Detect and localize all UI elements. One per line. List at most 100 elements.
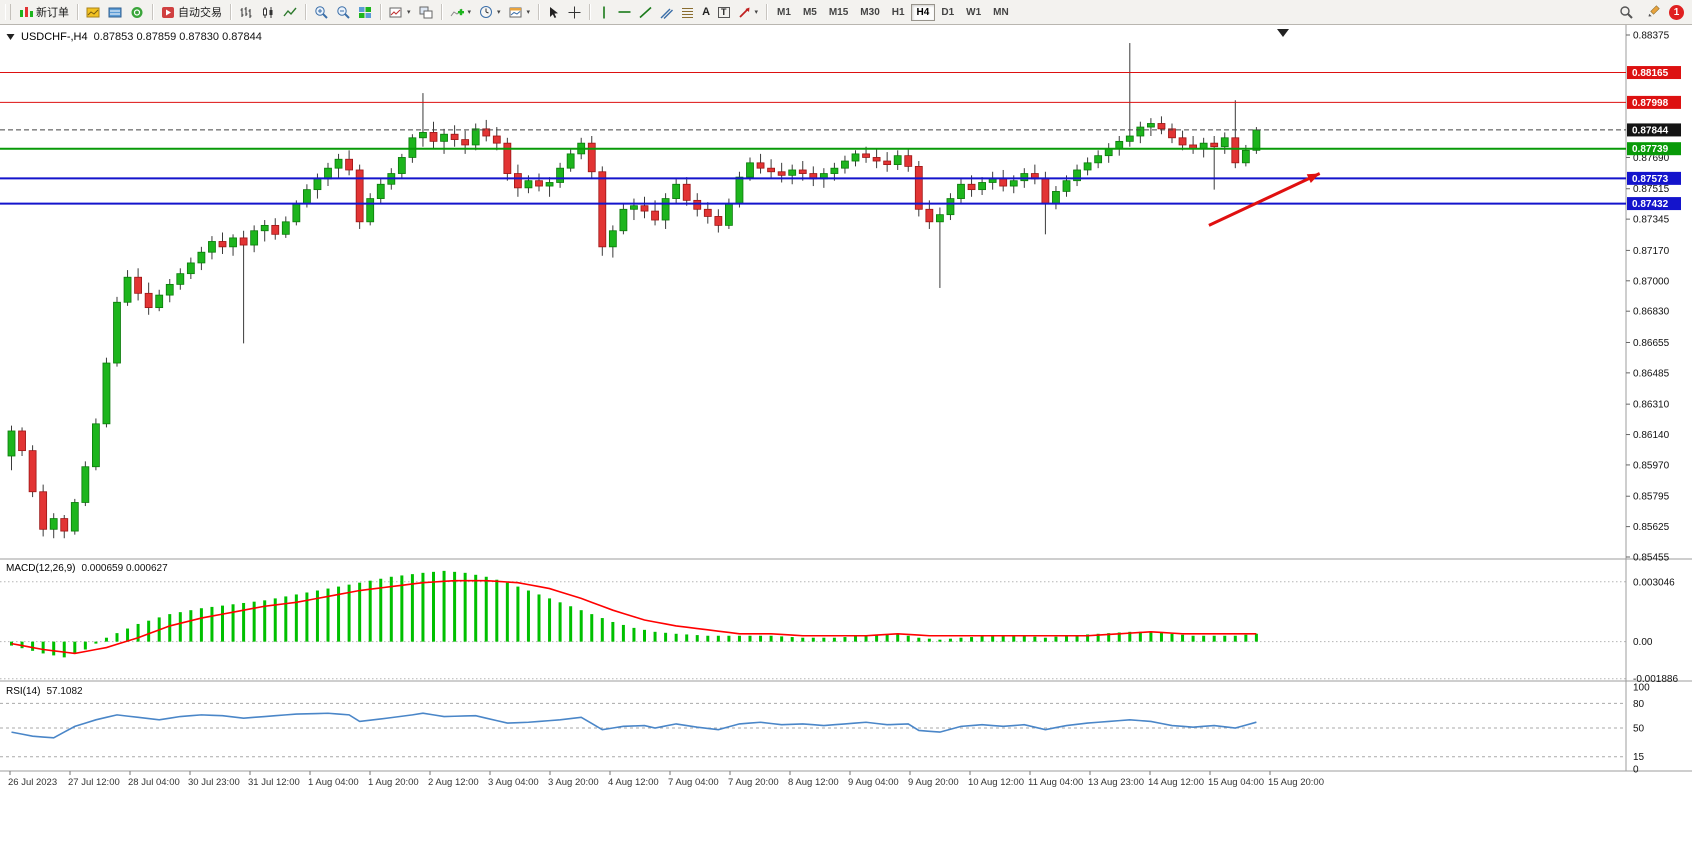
bear-candle: [777, 171, 786, 176]
timeframe-h1-button[interactable]: H1: [886, 4, 911, 21]
price-axis-label: 0.86485: [1633, 368, 1670, 379]
macd-histogram-bar: [495, 579, 499, 642]
rsi-axis-label: 15: [1633, 752, 1645, 763]
zoom-in-button[interactable]: [310, 2, 332, 22]
bull-candle: [260, 224, 269, 232]
trend-arrow-head[interactable]: [1306, 173, 1320, 184]
expand-quotes-icon[interactable]: [6, 33, 15, 41]
vertical-line-tool-button[interactable]: [594, 2, 614, 22]
cascade-windows-button[interactable]: [415, 2, 437, 22]
bear-candle: [60, 518, 69, 532]
timeframe-m1-button[interactable]: M1: [771, 4, 797, 21]
time-axis-label: 14 Aug 12:00: [1148, 777, 1204, 788]
macd-histogram-bar: [716, 635, 720, 642]
price-tag-label: 0.87739: [1632, 144, 1669, 155]
chart-canvas[interactable]: 0.88375 0.87690 0.87515 0.87345 0.87170 0.870…: [0, 25, 1692, 791]
bull-candle: [419, 132, 427, 139]
bear-candle: [651, 210, 659, 221]
dropdown-caret-icon[interactable]: ▾: [497, 8, 501, 16]
bull-candle: [81, 466, 90, 503]
macd-histogram-bar: [358, 582, 362, 642]
macd-histogram-bar: [790, 637, 794, 642]
new-order-button[interactable]: 新订单: [15, 2, 73, 22]
price-axis-label: 0.87170: [1633, 246, 1670, 257]
price-tag: [1627, 123, 1681, 137]
time-axis-label: 10 Aug 12:00: [968, 777, 1024, 788]
indicators-plus-icon: [450, 8, 464, 16]
chart-window[interactable]: 0.88375 0.87690 0.87515 0.87345 0.87170 0.870…: [0, 25, 1692, 791]
new-chart-button[interactable]: ▾: [385, 2, 415, 22]
macd-histogram-bar: [643, 629, 646, 642]
macd-values: 0.000659 0.000627: [81, 563, 168, 574]
data-window-icon: [108, 7, 122, 17]
timeframe-h4-button[interactable]: H4: [910, 3, 936, 21]
dropdown-caret-icon[interactable]: ▾: [754, 8, 759, 16]
periods-button[interactable]: ▾: [475, 2, 505, 22]
crosshair-button[interactable]: [564, 2, 585, 22]
macd-histogram-bar: [1223, 635, 1227, 642]
rsi-name: RSI(14): [6, 686, 41, 697]
toolbar-separator: [230, 4, 231, 20]
macd-histogram-bar: [1086, 634, 1090, 642]
auto-trading-button[interactable]: 自动交易: [157, 2, 226, 22]
macd-histogram-bar: [864, 635, 868, 642]
timeframe-m15-button[interactable]: M15: [823, 4, 854, 21]
bull-candle: [92, 423, 100, 468]
bull-candle: [1115, 140, 1124, 149]
macd-histogram-bar: [748, 635, 752, 642]
dropdown-caret-icon[interactable]: ▾: [526, 8, 531, 16]
bear-candle: [999, 178, 1008, 187]
macd-histogram-bar: [1170, 633, 1174, 642]
macd-histogram-bar: [1128, 631, 1132, 642]
price-axis-label: 0.86310: [1633, 400, 1670, 411]
candlestick-chart-type-button[interactable]: [257, 2, 279, 22]
timeframe-d1-button[interactable]: D1: [935, 4, 960, 21]
text-label-tool-button[interactable]: T: [714, 2, 734, 22]
macd-histogram-bar: [52, 641, 56, 656]
notification-badge[interactable]: 1: [1669, 4, 1684, 20]
macd-histogram-bar: [178, 612, 182, 642]
tile-windows-button[interactable]: [354, 2, 376, 22]
dropdown-caret-icon[interactable]: ▾: [467, 8, 472, 16]
zoom-out-button[interactable]: [332, 2, 354, 22]
chart-shift-marker[interactable]: [1277, 29, 1289, 37]
toolbar-grip[interactable]: [5, 4, 11, 20]
market-watch-button[interactable]: [82, 2, 104, 22]
dropdown-caret-icon[interactable]: ▾: [407, 8, 411, 16]
timeframe-w1-button[interactable]: W1: [960, 4, 987, 21]
price-axis-label: 0.87345: [1633, 215, 1670, 226]
timeframe-mn-button[interactable]: MN: [987, 4, 1015, 21]
arrows-tool-button[interactable]: ▾: [734, 2, 763, 22]
bull-candle: [556, 167, 564, 183]
bear-candle: [756, 162, 765, 169]
bear-candle: [587, 142, 596, 173]
trend-arrow[interactable]: [1208, 172, 1321, 227]
timeframe-m30-button[interactable]: M30: [854, 4, 885, 21]
text-tool-button[interactable]: A: [698, 2, 714, 22]
bar-chart-type-button[interactable]: [235, 2, 257, 22]
macd-histogram-bar: [389, 576, 393, 642]
macd-histogram-bar: [294, 594, 298, 642]
macd-histogram-bar: [263, 600, 267, 642]
trendline-tool-button[interactable]: [635, 2, 656, 22]
bear-candle: [218, 241, 227, 248]
channel-tool-button[interactable]: [656, 2, 677, 22]
indicators-button[interactable]: ▾: [446, 2, 476, 22]
search-button[interactable]: [1615, 2, 1637, 22]
horizontal-line-tool-button[interactable]: [614, 2, 635, 22]
fibonacci-tool-button[interactable]: [677, 2, 698, 22]
bull-candle: [1020, 173, 1029, 182]
edit-button[interactable]: [1642, 2, 1664, 22]
price-axis-label: 0.87515: [1633, 184, 1670, 195]
timeframe-m5-button[interactable]: M5: [797, 4, 823, 21]
cursor-button[interactable]: [543, 2, 564, 22]
text-tool-icon: A: [702, 5, 711, 18]
line-chart-type-button[interactable]: [279, 2, 301, 22]
time-axis-label: 13 Aug 23:00: [1088, 777, 1144, 788]
data-window-button[interactable]: [104, 2, 126, 22]
time-axis-label: 26 Jul 2023: [8, 777, 57, 788]
bear-candle: [872, 157, 881, 162]
bull-candle: [155, 294, 164, 309]
templates-button[interactable]: ▾: [505, 2, 535, 22]
community-button[interactable]: [126, 2, 148, 22]
